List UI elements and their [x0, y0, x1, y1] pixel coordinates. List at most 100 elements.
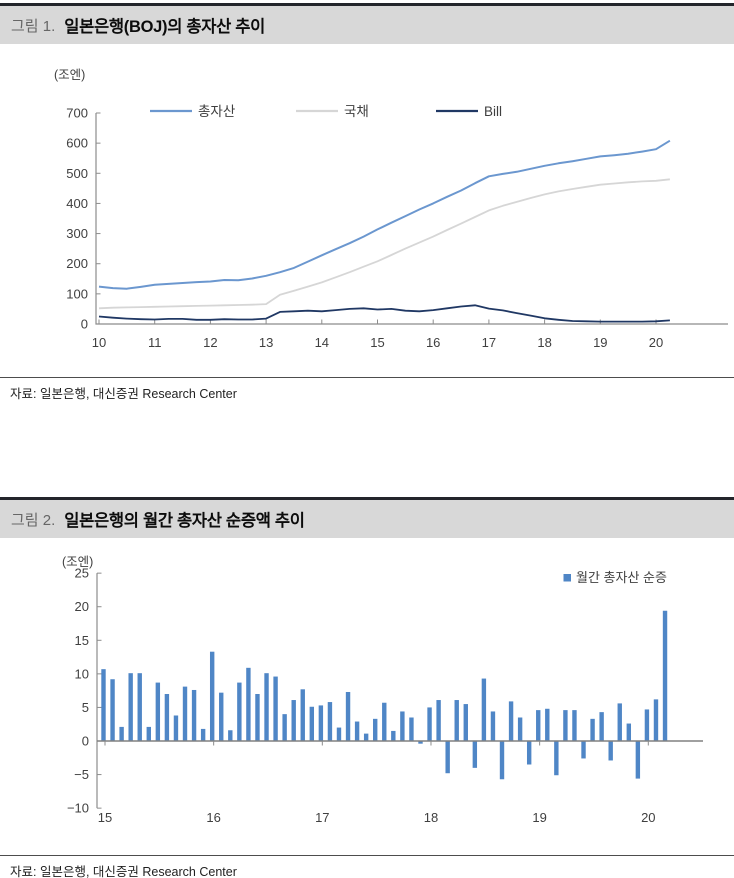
bar — [110, 679, 115, 741]
bar — [345, 691, 351, 741]
x-tick-label: 18 — [424, 810, 438, 825]
x-tick-label: 19 — [593, 335, 607, 350]
y-tick-label: 500 — [66, 166, 88, 181]
bar — [119, 726, 124, 741]
y-tick-label: 600 — [66, 136, 88, 151]
x-tick-label: 11 — [148, 335, 162, 350]
x-tick-label: 15 — [370, 335, 384, 350]
bar — [418, 741, 423, 744]
x-tick-label: 14 — [315, 335, 329, 350]
figure2-source: 자료: 일본은행, 대신증권 Research Center — [0, 855, 734, 878]
bar — [255, 694, 260, 741]
y-axis-unit-label: (조엔) — [62, 555, 93, 569]
bar — [164, 694, 170, 741]
bar — [517, 717, 523, 741]
x-tick-label: 16 — [206, 810, 220, 825]
bar — [191, 689, 197, 741]
bar — [128, 673, 133, 741]
x-tick-label: 17 — [315, 810, 329, 825]
y-tick-label: 20 — [75, 599, 89, 614]
figure1-title: 일본은행(BOJ)의 총자산 추이 — [64, 18, 266, 36]
figure2-header: 그림 2. 일본은행의 월간 총자산 순증액 추이 — [0, 497, 734, 538]
y-tick-label: 300 — [66, 226, 88, 241]
boj-monthly-net-increase-chart: (조엔) −10 −5 0 5 10 15 20 25 15 16 17 18 19 20 월간 총자산 순증 — [62, 555, 703, 825]
y-tick-label: 15 — [75, 633, 89, 648]
figure2-label: 그림 2. — [11, 511, 56, 529]
bar — [228, 730, 233, 741]
bar — [237, 682, 242, 741]
y-tick-label: 100 — [66, 286, 88, 301]
bar — [508, 701, 514, 741]
x-tick-label: 20 — [649, 335, 663, 350]
y-tick-label: 700 — [66, 106, 88, 121]
bar — [626, 723, 632, 741]
bar — [581, 741, 586, 759]
bar — [644, 709, 650, 741]
y-tick-label: 10 — [75, 666, 89, 681]
y-tick-label: 400 — [66, 196, 88, 211]
bar — [327, 702, 333, 741]
bar — [653, 699, 659, 741]
bar — [300, 689, 305, 741]
bar — [209, 651, 215, 741]
bar — [635, 741, 641, 779]
bar — [545, 708, 550, 741]
axes — [95, 113, 728, 325]
bar — [563, 710, 568, 741]
bar — [481, 678, 487, 741]
bar — [536, 710, 541, 741]
bar — [246, 667, 251, 741]
bar — [572, 710, 577, 741]
y-axis-unit-label: (조엔) — [54, 68, 85, 82]
bar — [472, 741, 478, 768]
figure1-label: 그림 1. — [11, 17, 56, 35]
bar — [554, 741, 559, 776]
bar — [427, 707, 432, 741]
bar — [318, 705, 324, 741]
bar — [608, 741, 613, 761]
figure1-source: 자료: 일본은행, 대신증권 Research Center — [0, 377, 734, 402]
bar — [354, 721, 360, 741]
figure2-title: 일본은행의 월간 총자산 순증액 추이 — [64, 512, 305, 530]
legend-marker — [563, 574, 571, 582]
x-tick-label: 19 — [532, 810, 546, 825]
line-total-assets — [98, 139, 671, 290]
bar — [373, 718, 378, 741]
x-tick-label: 20 — [641, 810, 655, 825]
bar — [590, 718, 595, 741]
bar — [363, 733, 369, 741]
bar — [391, 730, 396, 741]
bar — [454, 700, 459, 741]
y-tick-label: 200 — [66, 256, 88, 271]
bar — [599, 712, 604, 741]
bar — [309, 706, 315, 741]
figure1-header: 그림 1. 일본은행(BOJ)의 총자산 추이 — [0, 3, 734, 44]
bar — [400, 711, 405, 741]
line-bill — [98, 304, 670, 323]
bar — [273, 676, 278, 741]
bar — [146, 726, 151, 741]
x-tick-label: 18 — [537, 335, 551, 350]
bar — [617, 703, 622, 741]
legend-label: 국채 — [344, 104, 369, 119]
boj-total-assets-chart: (조엔) 0 100 200 300 400 500 600 700 10 11 12 13 14 15 16… — [54, 68, 728, 350]
bar — [409, 717, 414, 741]
bar — [445, 741, 450, 774]
line-jgb — [98, 178, 670, 310]
y-tick-label: 25 — [75, 566, 89, 581]
legend-label: 총자산 — [198, 104, 235, 119]
bar — [219, 692, 224, 741]
bar — [336, 727, 342, 741]
x-tick-label: 12 — [203, 335, 217, 350]
bars-monthly-net-increase — [101, 610, 668, 780]
y-tick-label: 0 — [81, 317, 88, 332]
bar — [382, 702, 387, 741]
y-tick-label: −10 — [67, 801, 89, 816]
bar — [662, 610, 668, 741]
y-tick-label: 0 — [82, 734, 89, 749]
x-tick-label: 10 — [92, 335, 106, 350]
y-tick-label: 5 — [82, 700, 89, 715]
bar — [137, 673, 142, 741]
bar — [526, 741, 532, 765]
bar — [155, 682, 161, 741]
